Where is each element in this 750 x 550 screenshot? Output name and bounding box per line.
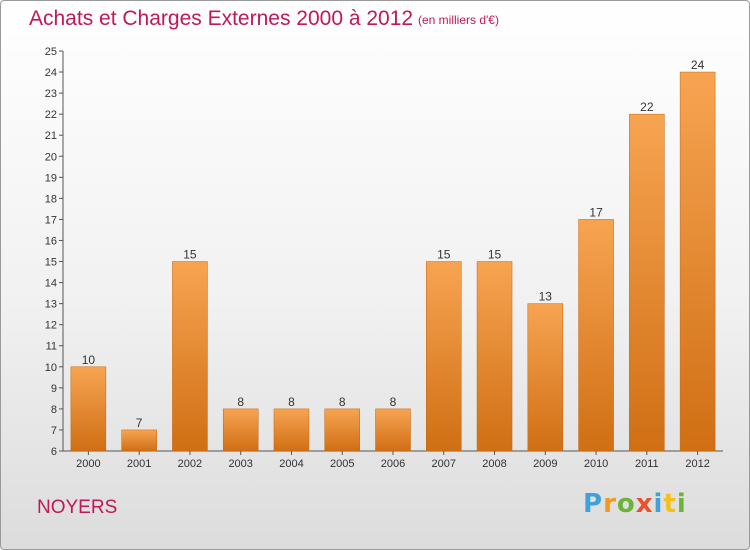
y-tick-label: 6 [51,446,57,458]
y-tick-label: 25 [45,46,57,58]
commune-name: NOYERS [37,497,118,518]
y-tick-label: 12 [45,320,57,332]
y-tick-label: 17 [45,214,57,226]
x-tick-label: 2003 [228,458,252,470]
y-tick-label: 14 [45,278,57,290]
y-tick-label: 8 [51,404,57,416]
y-tick-label: 18 [45,193,57,205]
logo-letter: i [676,489,687,519]
bar-2002 [172,261,208,452]
y-tick-label: 13 [45,299,57,311]
y-tick-label: 15 [45,257,57,269]
x-tick-label: 2006 [381,458,405,470]
value-label-2008: 15 [488,248,502,262]
bar-2012 [679,71,716,452]
bar-2006 [375,408,411,452]
value-label-2011: 22 [640,100,654,114]
x-tick-label: 2000 [76,458,100,470]
y-tick-label: 21 [45,130,57,142]
y-tick-label: 11 [46,341,57,353]
x-tick-label: 2011 [635,458,659,470]
x-tick-label: 2009 [533,458,557,470]
bar-2008 [476,261,513,452]
y-tick-label: 24 [45,67,57,79]
bar-2011 [629,113,665,452]
value-label-2001: 7 [136,416,143,430]
chart-title: Achats et Charges Externes 2000 à 2012 [29,7,414,30]
proxiti-logo: Proxiti [583,489,687,519]
value-label-2007: 15 [437,248,451,262]
chart-subtitle: (en milliers d'€) [418,13,499,27]
bar-2004 [273,408,310,452]
value-label-2000: 10 [82,353,96,367]
x-tick-label: 2007 [432,458,456,470]
chart-labels: 2000 10 2001 7 2002 15 2003 8 2004 8 2005 8 2006 8 200… [76,58,710,470]
x-tick-label: 2005 [330,458,354,470]
y-tick-label: 22 [45,109,57,121]
bar-2001 [121,429,157,452]
y-tick-label: 10 [45,362,57,374]
logo-letter: x [635,489,654,519]
chart-axes: 6 7 8 9 10 11 12 13 14 15 16 17 18 19 20 21 22 23 24 25 [45,46,723,458]
value-label-2009: 13 [539,290,553,304]
bar-2007 [426,261,462,452]
x-tick-label: 2010 [584,458,608,470]
value-label-2003: 8 [237,395,244,409]
logo-letter: t [663,489,677,519]
y-tick-label: 16 [45,235,57,247]
x-tick-label: 2004 [279,458,303,470]
y-tick-label: 9 [51,383,57,395]
y-tick-label: 20 [45,151,57,163]
bar-2010 [578,219,614,452]
y-tick-label: 7 [51,425,57,437]
value-label-2012: 24 [691,58,705,72]
x-tick-label: 2002 [178,458,202,470]
logo-letter: o [616,489,636,519]
logo-letter: P [583,489,604,519]
logo-letter: i [653,489,664,519]
x-tick-label: 2012 [685,458,709,470]
bar-2005 [324,408,360,452]
logo-letter: r [603,489,617,519]
value-label-2005: 8 [339,395,346,409]
value-label-2004: 8 [288,395,295,409]
x-tick-label: 2008 [482,458,506,470]
bar-2003 [222,408,259,452]
value-label-2002: 15 [183,248,197,262]
chart-bars [70,71,716,452]
y-tick-label: 19 [45,172,57,184]
bar-2009 [527,303,564,452]
y-tick-label: 23 [45,88,57,100]
bar-2000 [70,366,107,452]
value-label-2006: 8 [390,395,397,409]
x-tick-label: 2001 [127,458,151,470]
value-label-2010: 17 [589,205,603,219]
